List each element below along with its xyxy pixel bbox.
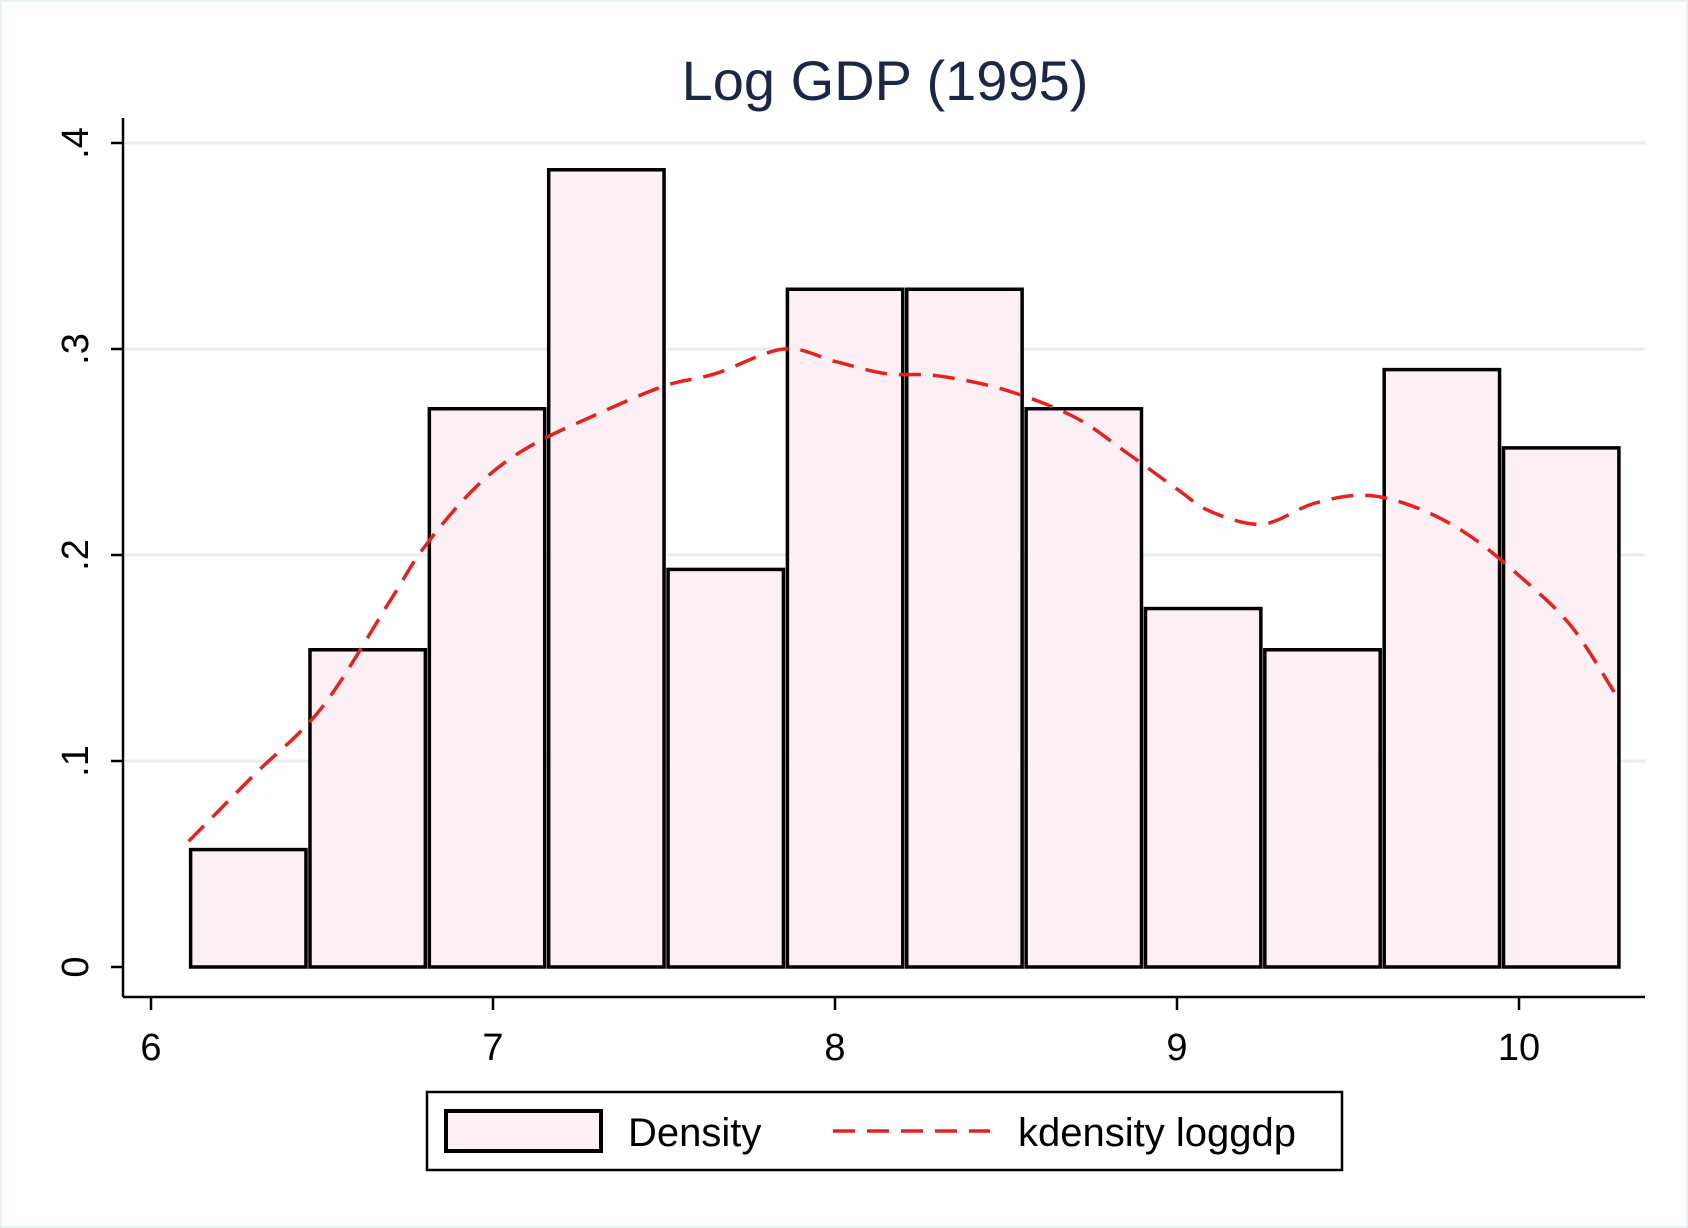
chart-title: Log GDP (1995) <box>682 49 1089 112</box>
legend-density-label: Density <box>628 1111 761 1155</box>
kdensity-line <box>187 347 1617 843</box>
x-tick-label: 7 <box>482 1027 503 1069</box>
x-tick-label: 6 <box>140 1027 161 1069</box>
x-tick-label: 9 <box>1166 1027 1187 1069</box>
histogram-bars <box>188 168 1621 969</box>
y-tick-label: .1 <box>55 745 97 777</box>
histogram-bar <box>785 287 905 969</box>
histogram-bar <box>188 847 308 969</box>
histogram-bar <box>1382 367 1502 969</box>
kdensity-layer <box>187 347 1617 843</box>
legend-density-swatch <box>444 1109 603 1153</box>
x-tick-label: 8 <box>824 1027 845 1069</box>
histogram-bar <box>427 406 547 969</box>
histogram-bar <box>1263 648 1382 969</box>
y-tick-label: .3 <box>55 333 97 365</box>
legend-kdensity-label: kdensity loggdp <box>1018 1111 1296 1155</box>
histogram-bar <box>1501 446 1621 969</box>
histogram-bar <box>308 648 428 969</box>
y-tick-label: .4 <box>55 127 97 159</box>
x-tick-label: 10 <box>1498 1027 1540 1069</box>
histogram-bar <box>1024 406 1144 969</box>
histogram-bar <box>546 168 666 969</box>
y-tick-label: .2 <box>55 539 97 571</box>
legend: Density kdensity loggdp <box>425 1090 1344 1172</box>
histogram-bar <box>905 287 1024 969</box>
axes: 0 .1 .2 .3 .4 6 7 8 9 10 <box>55 118 1645 1069</box>
histogram-bar <box>1143 606 1263 969</box>
histogram-bar <box>666 567 786 969</box>
y-tick-label: 0 <box>55 956 97 977</box>
